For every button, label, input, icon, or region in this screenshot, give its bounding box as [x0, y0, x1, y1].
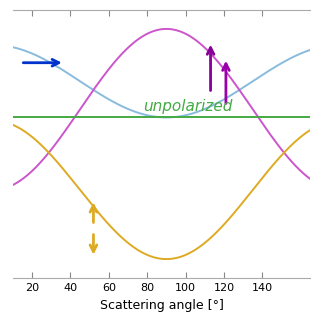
X-axis label: Scattering angle [°]: Scattering angle [°] — [100, 299, 224, 312]
Text: unpolarized: unpolarized — [143, 99, 233, 114]
